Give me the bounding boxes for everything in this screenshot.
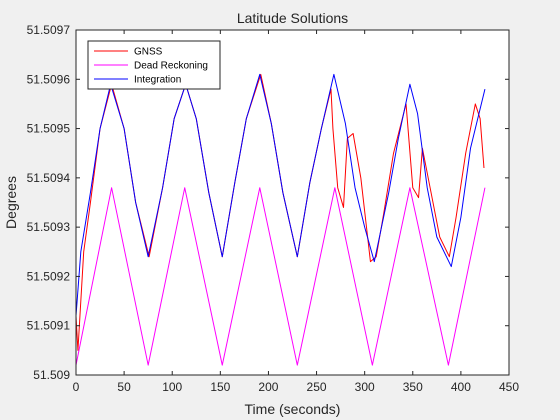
- x-tick-label: 450: [499, 380, 519, 394]
- x-tick-label: 250: [307, 380, 327, 394]
- y-tick-label: 51.5092: [27, 269, 71, 283]
- legend-entry: Dead Reckoning: [134, 61, 208, 72]
- x-axis-label: Time (seconds): [245, 401, 341, 417]
- x-tick-label: 300: [355, 380, 375, 394]
- y-tick-label: 51.5095: [27, 122, 71, 136]
- y-tick-label: 51.509: [33, 368, 70, 382]
- legend-entry: GNSS: [134, 47, 163, 58]
- x-tick-label: 100: [162, 380, 182, 394]
- y-tick-label: 51.5093: [27, 220, 71, 234]
- x-tick-label: 200: [258, 380, 278, 394]
- chart-title: Latitude Solutions: [237, 10, 348, 26]
- y-tick-label: 51.5091: [27, 319, 71, 333]
- x-tick-label: 400: [451, 380, 471, 394]
- series-line-3: [75, 73, 486, 316]
- x-tick-label: 50: [117, 380, 131, 394]
- y-axis-label: Degrees: [3, 176, 19, 229]
- x-tick-label: 150: [210, 380, 230, 394]
- series-line-2: [75, 187, 486, 366]
- y-tick-label: 51.5097: [27, 23, 71, 37]
- legend-entry: Integration: [134, 75, 181, 86]
- y-tick-label: 51.5096: [27, 72, 71, 86]
- plot-frame: [75, 29, 510, 376]
- ticks-layer: 0 50 100 150 200 250 300 350 400 450 51.509 51.5091…: [27, 23, 520, 394]
- y-tick-label: 51.5094: [27, 171, 71, 185]
- series-layer: [75, 73, 486, 366]
- x-tick-label: 350: [403, 380, 423, 394]
- x-tick-label: 0: [73, 380, 80, 394]
- legend: GNSS Dead Reckoning Integration: [87, 40, 221, 90]
